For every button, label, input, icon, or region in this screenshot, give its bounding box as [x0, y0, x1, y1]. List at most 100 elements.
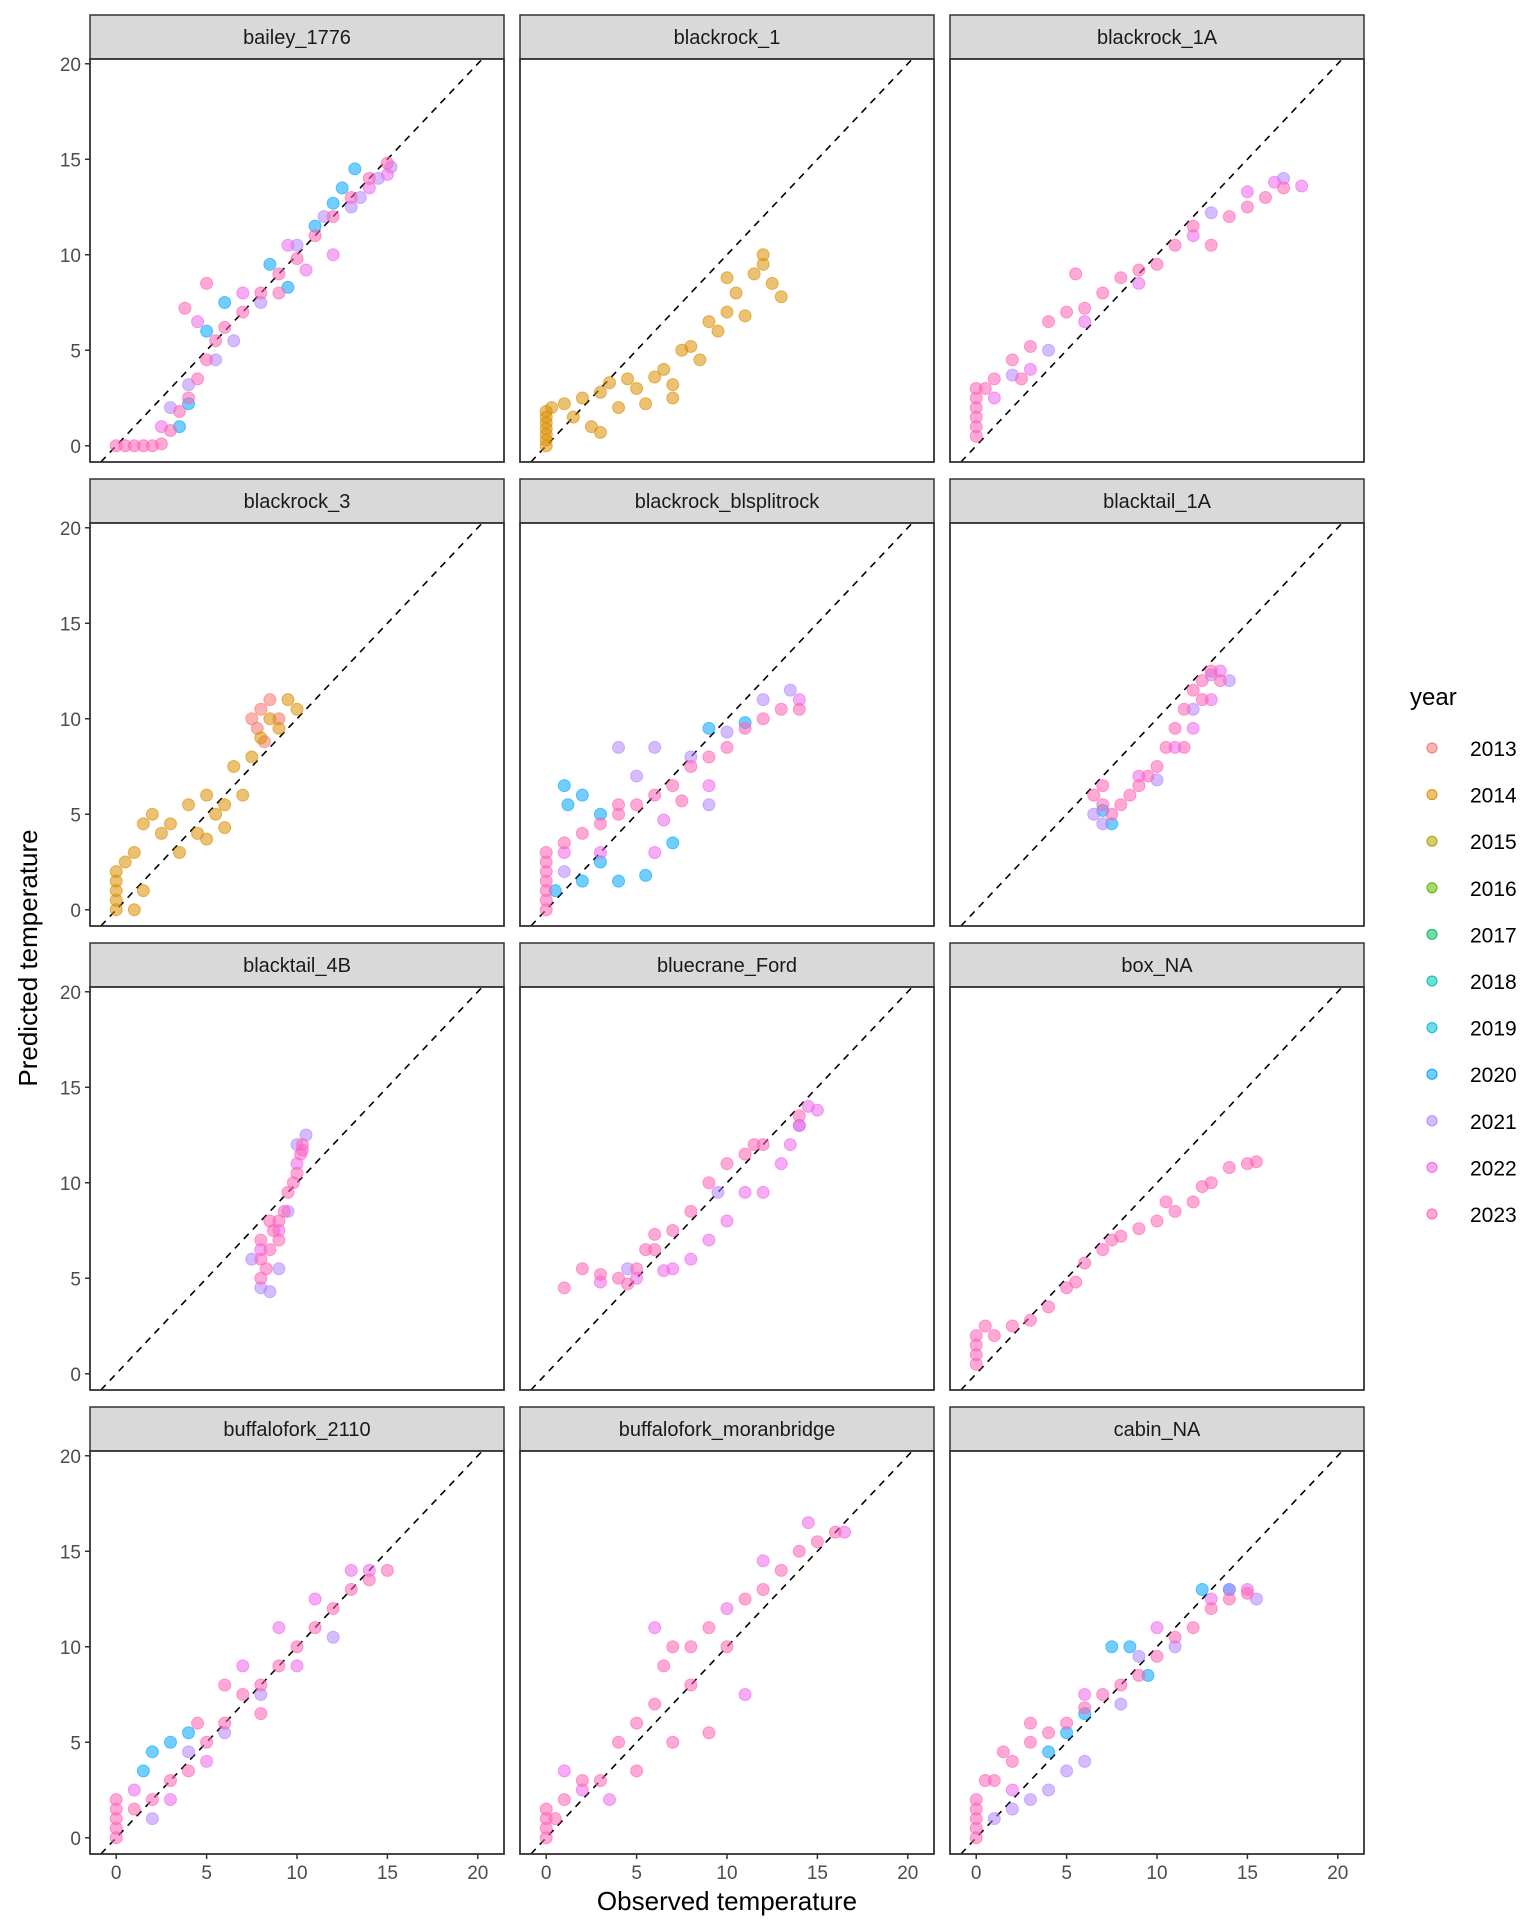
data-point	[575, 826, 589, 840]
data-point	[1060, 305, 1074, 319]
legend-label: 2020	[1470, 1064, 1517, 1087]
data-point	[1114, 271, 1128, 285]
series-2014	[539, 248, 788, 453]
data-point	[630, 1716, 644, 1730]
data-point	[720, 725, 734, 739]
legend-item-2013: 2013	[1426, 738, 1517, 761]
facet-title: blackrock_3	[244, 491, 351, 513]
data-point	[281, 693, 295, 707]
data-point	[684, 1640, 698, 1654]
legend-item-2023: 2023	[1426, 1204, 1517, 1227]
x-tick-label: 5	[1061, 1863, 1072, 1884]
y-tick-label: 0	[70, 1365, 81, 1386]
data-point	[236, 286, 250, 300]
data-point	[756, 693, 770, 707]
data-point	[1186, 721, 1200, 735]
data-point	[1240, 1586, 1254, 1600]
data-point	[1105, 807, 1119, 821]
data-point	[648, 845, 662, 859]
data-point	[539, 1802, 553, 1816]
data-point	[1014, 372, 1028, 386]
panel-blackrock_3: blackrock_3 0 5 10 15 20	[60, 478, 505, 927]
facet-strip	[89, 478, 505, 524]
data-point	[1123, 788, 1137, 802]
series-2021	[557, 683, 797, 879]
data-point	[182, 1726, 196, 1740]
data-point	[236, 305, 250, 319]
series-2022	[987, 175, 1309, 405]
y-tick-label: 20	[60, 983, 81, 1004]
data-point	[1186, 1621, 1200, 1635]
series-2023	[969, 1155, 1263, 1371]
data-point	[729, 286, 743, 300]
data-point	[557, 779, 571, 793]
data-point	[612, 874, 626, 888]
data-point	[1249, 1155, 1263, 1169]
data-point	[1204, 206, 1218, 220]
facet-strip	[519, 14, 935, 60]
data-point	[666, 1640, 680, 1654]
series-2023	[969, 1586, 1254, 1845]
data-point	[684, 1204, 698, 1218]
data-point	[1240, 185, 1254, 199]
facet-strip	[949, 942, 1365, 988]
data-point	[557, 865, 571, 879]
y-tick-label: 20	[60, 1447, 81, 1468]
data-point	[380, 168, 394, 182]
data-point	[344, 190, 358, 204]
data-point	[666, 779, 680, 793]
data-point	[254, 286, 268, 300]
data-point	[612, 1735, 626, 1749]
data-point	[684, 1252, 698, 1266]
data-point	[154, 826, 168, 840]
y-tick-label: 5	[70, 1269, 81, 1290]
identity-line	[100, 1450, 483, 1855]
panel-blacktail_4B: blacktail_4B 0 5 10 15 20	[60, 942, 505, 1391]
facet-title: buffalofork_2110	[223, 1419, 370, 1441]
data-point	[254, 1707, 268, 1721]
data-point	[1042, 1726, 1056, 1740]
legend-label: 2019	[1470, 1018, 1517, 1041]
data-point	[163, 1773, 177, 1787]
data-point	[774, 1157, 788, 1171]
data-point	[684, 1678, 698, 1692]
y-tick-label: 20	[60, 519, 81, 540]
data-point	[277, 1204, 291, 1218]
data-point	[720, 271, 734, 285]
series-2023	[254, 1138, 309, 1285]
legend-key	[1426, 789, 1438, 801]
data-point	[693, 353, 707, 367]
series-2021	[163, 160, 398, 415]
legend-item-2019: 2019	[1426, 1018, 1517, 1041]
data-point	[1096, 798, 1110, 812]
facet-title: buffalofork_moranbridge	[619, 1419, 835, 1441]
data-point	[1177, 740, 1191, 754]
panel-border	[519, 58, 935, 463]
panel-blackrock_1: blackrock_1	[519, 14, 935, 463]
data-point	[245, 750, 259, 764]
data-point	[657, 1264, 671, 1278]
data-point	[828, 1525, 842, 1539]
data-point	[1195, 1582, 1209, 1596]
identity-line	[530, 1450, 913, 1855]
data-point	[575, 391, 589, 405]
data-point	[720, 305, 734, 319]
data-point	[172, 845, 186, 859]
data-point	[178, 301, 192, 315]
data-point	[145, 1812, 159, 1826]
legend-key	[1426, 1022, 1438, 1034]
data-point	[1023, 1313, 1037, 1327]
data-point	[1222, 1160, 1236, 1174]
x-tick-label: 20	[897, 1863, 918, 1884]
data-point	[720, 1602, 734, 1616]
series-2020	[172, 162, 362, 434]
data-point	[978, 381, 992, 395]
data-point	[575, 874, 589, 888]
data-point	[593, 1267, 607, 1281]
data-point	[575, 788, 589, 802]
data-point	[575, 1262, 589, 1276]
data-point	[1295, 179, 1309, 193]
data-point	[218, 1678, 232, 1692]
data-point	[227, 760, 241, 774]
data-point	[1150, 257, 1164, 271]
